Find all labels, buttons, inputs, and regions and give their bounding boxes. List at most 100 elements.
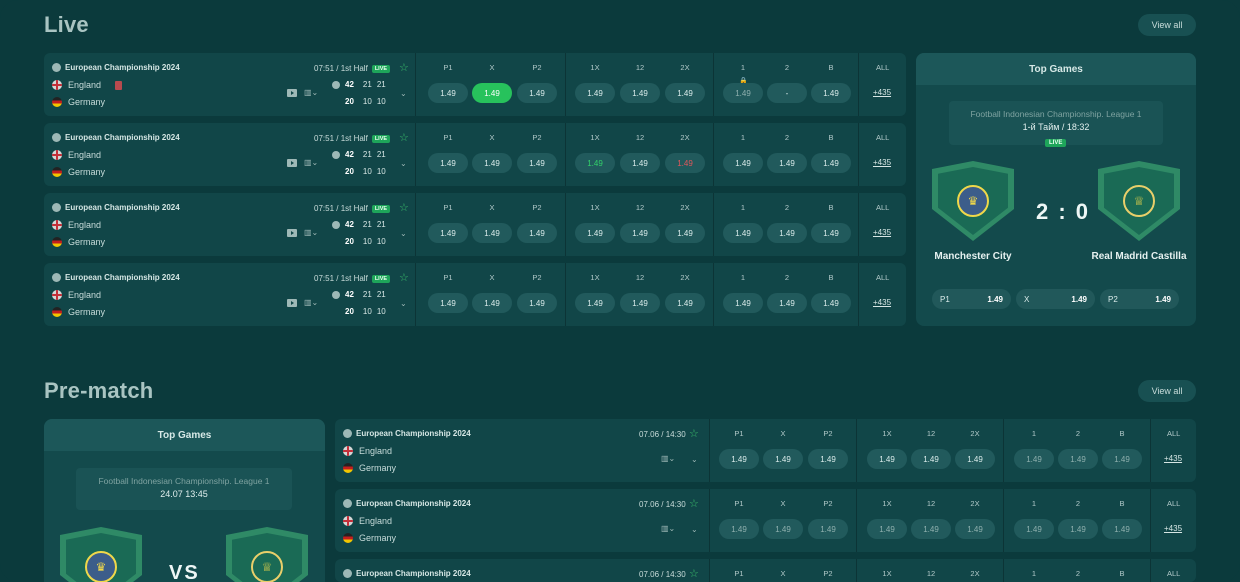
odd-button[interactable]: 1.49 <box>575 83 615 103</box>
odd-button[interactable]: 1.49 <box>808 519 848 539</box>
chevron-down-icon[interactable]: ⌄ <box>400 229 407 238</box>
all-markets-link[interactable]: +435 <box>1164 454 1183 463</box>
odd-button[interactable]: 1.49 <box>767 223 807 243</box>
odd-button[interactable]: 1.49 <box>1102 519 1142 539</box>
odd-button[interactable]: 1.49 <box>620 83 660 103</box>
odd-button[interactable]: 1.49 <box>867 449 907 469</box>
favorite-star-icon[interactable]: ☆ <box>399 62 409 74</box>
odd-button[interactable]: 1.49 <box>867 519 907 539</box>
odd-button[interactable]: 1.49 <box>1102 449 1142 469</box>
odd-button[interactable]: - <box>767 83 807 103</box>
favorite-star-icon[interactable]: ☆ <box>689 498 699 510</box>
stats-chart-icon[interactable]: ▥⌄ <box>304 298 319 307</box>
chevron-down-icon[interactable]: ⌄ <box>400 159 407 168</box>
prematch-match-row[interactable]: European Championship 2024 07.06 / 14:30… <box>335 559 1196 582</box>
odd-button[interactable]: 1.49 <box>472 223 512 243</box>
odd-button[interactable]: 1.49 <box>811 153 851 173</box>
odd-button[interactable]: 1.49 <box>811 223 851 243</box>
stats-chart-icon[interactable]: ▥⌄ <box>661 454 676 463</box>
odd-button[interactable]: 1.49 <box>808 449 848 469</box>
odd-button[interactable]: 1.49 <box>1014 449 1054 469</box>
odd-button[interactable]: 1.49 <box>723 153 763 173</box>
all-markets-link[interactable]: +435 <box>873 158 892 167</box>
odd-button[interactable]: 1.49 <box>472 153 512 173</box>
prematch-view-all-button[interactable]: View all <box>1138 380 1196 402</box>
all-markets-link[interactable]: +435 <box>873 88 892 97</box>
live-match-row[interactable]: European Championship 2024 England Germa… <box>44 193 906 256</box>
odd-button[interactable]: 1.49 <box>723 293 763 313</box>
odd-button[interactable]: 1.49 <box>1014 519 1054 539</box>
live-match-row[interactable]: European Championship 2024 England Germa… <box>44 263 906 326</box>
odd-button[interactable]: 1.49 <box>665 83 705 103</box>
odd-button[interactable]: 1.49 <box>620 223 660 243</box>
chevron-down-icon[interactable]: ⌄ <box>691 455 698 464</box>
prematch-match-row[interactable]: European Championship 2024 England Germa… <box>335 419 1196 482</box>
favorite-star-icon[interactable]: ☆ <box>399 272 409 284</box>
stats-chart-icon[interactable]: ▥⌄ <box>304 228 319 237</box>
odd-button[interactable]: 1.49 <box>575 293 615 313</box>
odd-header: P2 <box>823 429 833 438</box>
odd-button[interactable]: 1.49 <box>428 153 468 173</box>
odd-button[interactable]: 1.49 <box>517 153 557 173</box>
top-game-odd-p2[interactable]: P2 1.49 <box>1100 289 1179 309</box>
chevron-down-icon[interactable]: ⌄ <box>400 89 407 98</box>
all-markets-link[interactable]: +435 <box>873 298 892 307</box>
video-icon[interactable] <box>287 228 297 237</box>
stats-chart-icon[interactable]: ▥⌄ <box>661 524 676 533</box>
odd-button[interactable]: 1.49 <box>723 223 763 243</box>
odd-button[interactable]: 1.49 <box>428 83 468 103</box>
all-markets-link[interactable]: +435 <box>873 228 892 237</box>
odd-button-rising[interactable]: 1.49 <box>575 153 615 173</box>
odd-button[interactable]: 1.49 <box>811 293 851 313</box>
live-match-row[interactable]: European Championship 2024 England Germa… <box>44 123 906 186</box>
odd-button[interactable]: 1.49 <box>767 153 807 173</box>
video-icon[interactable] <box>287 88 297 97</box>
favorite-star-icon[interactable]: ☆ <box>399 132 409 144</box>
odd-button[interactable]: 1.49 <box>428 223 468 243</box>
odd-button[interactable]: 1.49 <box>620 293 660 313</box>
video-icon[interactable] <box>287 298 297 307</box>
top-game-odd-p1[interactable]: P1 1.49 <box>932 289 1011 309</box>
odd-button[interactable]: 1.49 <box>665 293 705 313</box>
odd-button[interactable]: 1.49 <box>472 293 512 313</box>
odd-button[interactable]: 1.49 <box>955 449 995 469</box>
odd-button-selected[interactable]: 1.49 <box>472 83 512 103</box>
all-markets-link[interactable]: +435 <box>1164 524 1183 533</box>
odd-button[interactable]: 1.49 <box>620 153 660 173</box>
odd-button[interactable]: 1.49 <box>1058 449 1098 469</box>
team-away: Germany <box>52 167 105 177</box>
odd-button[interactable]: 1.49 <box>955 519 995 539</box>
odd-button[interactable]: 1.49 <box>767 293 807 313</box>
chevron-down-icon[interactable]: ⌄ <box>691 525 698 534</box>
odd-button[interactable]: 1.49 <box>517 83 557 103</box>
odd-button[interactable]: 1.49 <box>763 519 803 539</box>
odd-button[interactable]: 1.49 <box>719 449 759 469</box>
odd-button[interactable]: 1.49 <box>719 519 759 539</box>
prematch-top-games-card[interactable]: Top Games Football Indonesian Championsh… <box>44 419 325 582</box>
odd-button[interactable]: 1.49 <box>575 223 615 243</box>
odd-button[interactable]: 1.49 <box>1058 519 1098 539</box>
chevron-down-icon[interactable]: ⌄ <box>400 299 407 308</box>
favorite-star-icon[interactable]: ☆ <box>689 428 699 440</box>
live-top-games-card[interactable]: Top Games Football Indonesian Championsh… <box>916 53 1196 326</box>
odd-button[interactable]: 1.49 <box>763 449 803 469</box>
odd-button[interactable]: 1.49 <box>517 223 557 243</box>
match-tools: ▥⌄ <box>287 158 318 167</box>
odd-button-falling[interactable]: 1.49 <box>665 153 705 173</box>
odd-button[interactable]: 1.49 <box>911 449 951 469</box>
prematch-match-row[interactable]: European Championship 2024 England Germa… <box>335 489 1196 552</box>
top-game-odd-x[interactable]: X 1.49 <box>1016 289 1095 309</box>
odd-button[interactable]: 1.49 <box>811 83 851 103</box>
favorite-star-icon[interactable]: ☆ <box>399 202 409 214</box>
odd-button[interactable]: 1.49 <box>911 519 951 539</box>
odd-button[interactable]: 1.49 <box>428 293 468 313</box>
odd-button[interactable]: 1.49 <box>665 223 705 243</box>
live-view-all-button[interactable]: View all <box>1138 14 1196 36</box>
favorite-star-icon[interactable]: ☆ <box>689 568 699 580</box>
stats-chart-icon[interactable]: ▥⌄ <box>304 158 319 167</box>
live-match-row[interactable]: European Championship 2024 England Germa… <box>44 53 906 116</box>
video-icon[interactable] <box>287 158 297 167</box>
england-flag-icon <box>343 516 353 526</box>
odd-button[interactable]: 1.49 <box>517 293 557 313</box>
stats-chart-icon[interactable]: ▥⌄ <box>304 88 319 97</box>
